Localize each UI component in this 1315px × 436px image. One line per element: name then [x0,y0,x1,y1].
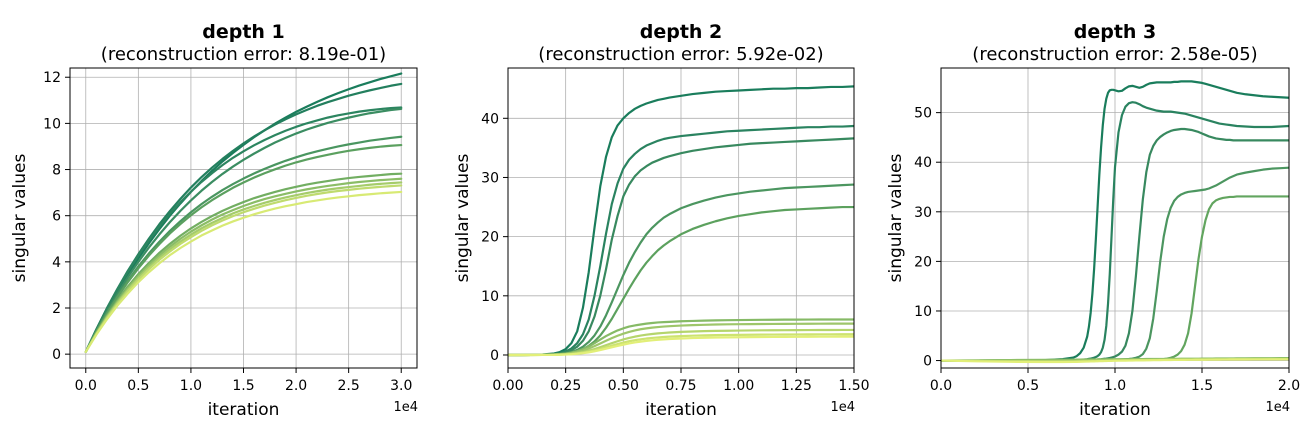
y-tick-label: 10 [914,304,932,320]
panel-depth-3: depth 3(reconstruction error: 2.58e-05) 0… [886,21,1300,420]
x-tick-label: 2.0 [1278,378,1300,394]
x-tick-label: 1.00 [723,378,754,394]
x-tick-label: 0.50 [608,378,639,394]
series-line-1 [508,85,854,357]
x-offset-label: 1e4 [830,400,855,415]
y-tick-label: 20 [481,230,499,246]
y-tick-label: 2 [52,301,61,317]
y-axis-label: singular values [10,153,30,282]
x-offset-label: 1e4 [393,400,418,415]
x-tick-label: 1.25 [781,378,812,394]
y-tick-label: 30 [914,205,932,221]
x-tick-label: 0.0 [930,378,952,394]
x-tick-label: 0.5 [1017,378,1039,394]
series-line-10 [508,335,854,357]
y-tick-label: 0 [52,347,61,363]
series-group [941,80,1289,364]
x-tick-label: 2.0 [285,378,307,394]
series-line-9 [84,181,403,353]
series-group [508,85,854,357]
panel-depth-2: depth 2(reconstruction error: 5.92e-02) 0… [453,21,870,420]
series-line-8 [84,177,403,353]
x-tick-label: 2.5 [338,378,360,394]
series-line-3 [84,106,403,353]
y-tick-label: 10 [481,289,499,305]
panel-depth-1: depth 1(reconstruction error: 8.19e-01) 0… [10,21,418,420]
panel-title: depth 3 [1074,21,1157,43]
series-line-8 [941,358,1289,364]
x-tick-label: 1.5 [1191,378,1213,394]
y-tick-label: 6 [52,209,61,225]
series-line-3 [508,137,854,357]
y-tick-label: 0 [923,354,932,370]
y-tick-label: 12 [43,70,61,86]
series-line-10 [84,184,403,353]
x-tick-label: 1.0 [1104,378,1126,394]
panel-title: depth 2 [640,21,723,43]
x-tick-label: 3.0 [390,378,412,394]
series-group [84,72,403,353]
x-tick-label: 1.0 [180,378,202,394]
series-line-1 [84,72,403,353]
x-tick-label: 0.5 [127,378,149,394]
series-line-6 [84,143,403,353]
series-line-4 [84,107,403,353]
x-offset-label: 1e4 [1265,400,1290,415]
x-axis-label: iteration [208,400,280,420]
y-tick-label: 30 [481,170,499,186]
series-line-11 [84,190,403,353]
y-tick-label: 8 [52,163,61,179]
y-axis-label: singular values [453,153,473,282]
series-line-7 [84,172,403,353]
x-tick-label: 1.5 [232,378,254,394]
x-tick-label: 0.75 [665,378,696,394]
x-axis-label: iteration [645,400,717,420]
panel-title: depth 1 [202,21,285,43]
y-axis-label: singular values [886,153,906,282]
x-tick-label: 0.00 [492,378,523,394]
y-tick-label: 20 [914,254,932,270]
y-tick-label: 40 [481,111,499,127]
panel-subtitle: (reconstruction error: 8.19e-01) [101,44,386,65]
gridlines [940,68,1290,368]
x-tick-label: 0.0 [75,378,97,394]
y-tick-label: 10 [43,116,61,132]
y-tick-label: 40 [914,155,932,171]
y-tick-label: 50 [914,106,932,122]
x-tick-label: 1.50 [838,378,869,394]
x-tick-label: 0.25 [550,378,581,394]
series-line-2 [508,124,854,357]
x-axis-label: iteration [1079,400,1151,420]
series-line-5 [84,135,403,353]
panel-subtitle: (reconstruction error: 2.58e-05) [972,44,1257,65]
y-tick-label: 4 [52,255,61,271]
series-line-1 [941,80,1289,362]
panel-subtitle: (reconstruction error: 5.92e-02) [538,44,823,65]
y-tick-label: 0 [490,348,499,364]
